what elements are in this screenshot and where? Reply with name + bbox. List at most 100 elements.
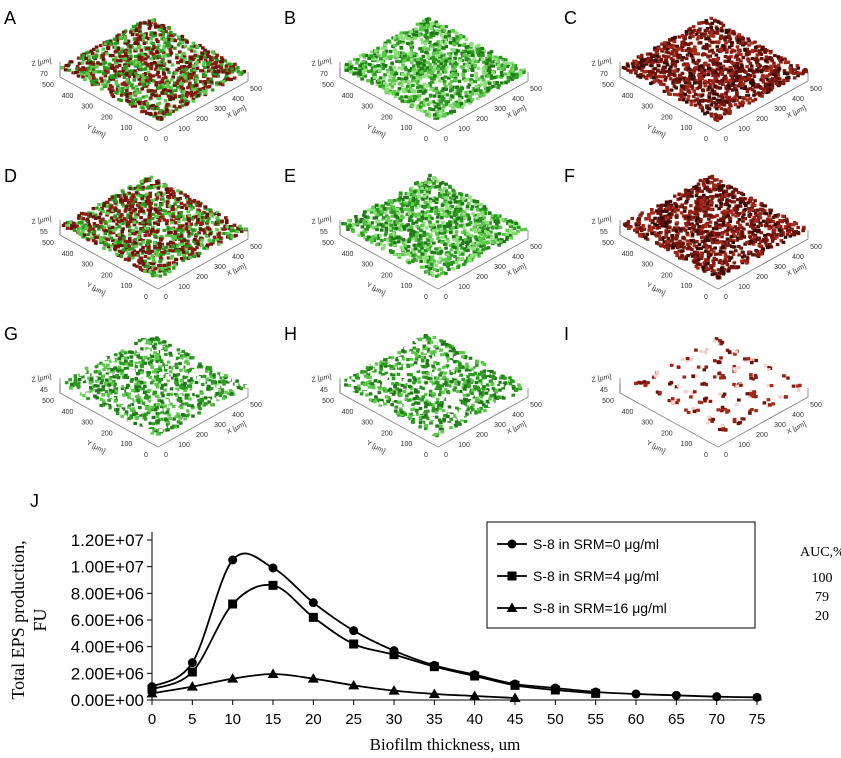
biofilm-cell xyxy=(180,234,184,237)
biofilm-cell xyxy=(749,87,753,90)
biofilm-cell xyxy=(710,88,714,91)
biofilm-cell xyxy=(491,71,495,74)
biofilm-cell xyxy=(691,35,695,38)
biofilm-cell xyxy=(91,63,95,66)
biofilm-cell xyxy=(735,91,739,94)
biofilm-cell xyxy=(471,54,475,57)
biofilm-cell xyxy=(471,92,475,95)
biofilm-cell xyxy=(514,67,518,70)
biofilm-cell xyxy=(191,228,195,231)
biofilm-cell xyxy=(707,99,711,102)
biofilm-cell xyxy=(426,56,430,59)
biofilm-cell xyxy=(191,200,195,203)
biofilm-cell xyxy=(734,67,738,70)
biofilm-cell xyxy=(92,239,96,242)
biofilm-cell xyxy=(184,45,188,48)
biofilm-cell xyxy=(404,77,408,80)
y-tick-label: 400 xyxy=(342,251,354,258)
x-tick-label: 0 xyxy=(164,136,168,143)
biofilm-cell xyxy=(170,39,174,42)
biofilm-cell xyxy=(368,63,372,66)
biofilm-cell xyxy=(722,77,726,80)
biofilm-cell xyxy=(83,233,87,236)
biofilm-cell xyxy=(114,91,118,94)
biofilm-cell xyxy=(444,35,448,38)
biofilm-cell xyxy=(114,200,118,203)
biofilm-cell xyxy=(467,99,471,102)
biofilm-cell xyxy=(167,26,171,29)
biofilm-cell xyxy=(432,59,436,62)
x-tick-label: 0 xyxy=(444,136,448,143)
biofilm-cell xyxy=(406,80,410,83)
biofilm-cell xyxy=(406,58,410,61)
panel: AZ [μm]705004003002001000010020030040050… xyxy=(4,8,262,143)
x-tick-label: 200 xyxy=(476,116,488,123)
biofilm-cell xyxy=(155,38,159,41)
biofilm-cell xyxy=(147,234,151,237)
y-tick-label: 100 xyxy=(681,125,693,132)
biofilm-cell xyxy=(203,231,207,234)
biofilm-cell xyxy=(743,78,747,81)
biofilm-cell xyxy=(378,69,382,72)
z-tick-label: 55 xyxy=(40,229,48,236)
biofilm-cell xyxy=(698,31,702,34)
biofilm-cell xyxy=(432,52,436,55)
biofilm-cell xyxy=(176,245,180,248)
biofilm-cell xyxy=(383,76,387,79)
biofilm-cell xyxy=(719,66,723,69)
biofilm-cell xyxy=(131,251,135,254)
biofilm-cell xyxy=(122,248,126,251)
biofilm-cell xyxy=(163,264,167,267)
biofilm-cell xyxy=(665,86,669,89)
biofilm-cell xyxy=(671,82,675,85)
biofilm-cell xyxy=(79,233,83,236)
x-tick-label: 200 xyxy=(196,274,208,281)
biofilm-cell xyxy=(728,103,732,106)
biofilm-cell xyxy=(177,253,181,256)
biofilm-cell xyxy=(458,80,462,83)
biofilm-cell xyxy=(157,223,161,226)
biofilm-cell xyxy=(114,76,118,79)
biofilm-cell xyxy=(162,72,166,75)
y-tick-label: 300 xyxy=(641,104,653,111)
biofilm-cell xyxy=(145,178,149,181)
biofilm-cell xyxy=(206,220,210,223)
biofilm-cell xyxy=(133,208,137,211)
biofilm-cell xyxy=(724,91,728,94)
biofilm-cell xyxy=(125,86,129,89)
biofilm-cell xyxy=(393,36,397,39)
biofilm-cell xyxy=(474,60,478,63)
biofilm-cell xyxy=(448,220,452,223)
biofilm-cell xyxy=(185,41,189,44)
y-axis-label: Y [μm] xyxy=(645,124,666,140)
biofilm-cell xyxy=(429,88,433,91)
biofilm-cell xyxy=(660,42,664,45)
biofilm-cell xyxy=(217,233,221,236)
biofilm-cell xyxy=(177,205,181,208)
biofilm-cell xyxy=(147,240,151,243)
biofilm-cell xyxy=(477,44,481,47)
biofilm-cell xyxy=(709,34,713,37)
biofilm-cell xyxy=(364,69,368,72)
biofilm-cell xyxy=(222,80,226,83)
biofilm-cell xyxy=(456,89,460,92)
biofilm-cell xyxy=(156,116,160,119)
biofilm-cell xyxy=(125,78,129,81)
biofilm-cell xyxy=(663,79,667,82)
biofilm-cell xyxy=(417,98,421,101)
biofilm-cell xyxy=(635,61,639,64)
biofilm-cell xyxy=(416,86,420,89)
biofilm-cell xyxy=(740,64,744,67)
biofilm-cell xyxy=(143,234,147,237)
biofilm-cell xyxy=(739,60,743,63)
biofilm-cell xyxy=(207,217,211,220)
biofilm-cell xyxy=(422,64,426,67)
biofilm-cell xyxy=(213,70,217,73)
biofilm-cell xyxy=(134,238,138,241)
biofilm-cell xyxy=(110,244,114,247)
biofilm-cell xyxy=(793,68,797,71)
biofilm-cell xyxy=(138,261,142,264)
biofilm-cell xyxy=(677,35,681,38)
y-tick-label: 400 xyxy=(62,251,74,258)
biofilm-cell xyxy=(160,92,164,95)
